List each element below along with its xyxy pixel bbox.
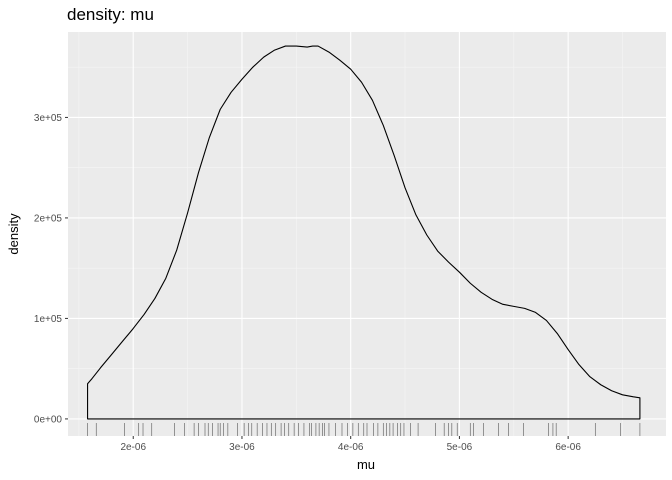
y-tick-label: 2e+05 — [34, 213, 63, 224]
tick-labels: 2e-06 3e-06 4e-06 5e-06 6e-06 0e+00 1e+05 2e+05… — [34, 113, 581, 453]
x-axis-title: mu — [357, 457, 375, 472]
x-tick-label: 3e-06 — [229, 442, 255, 453]
x-tick-label: 6e-06 — [555, 442, 581, 453]
density-curve — [87, 45, 641, 420]
y-tick-label: 3e+05 — [34, 113, 63, 124]
density-layer — [87, 45, 641, 420]
x-tick-label: 4e-06 — [338, 442, 364, 453]
rug-layer — [87, 423, 641, 436]
chart-title: density: mu — [67, 5, 154, 24]
minor-grid — [68, 32, 666, 436]
plot-panel — [68, 32, 666, 436]
axis-ticks — [65, 116, 569, 439]
x-tick-label: 2e-06 — [120, 442, 146, 453]
y-tick-label: 0e+00 — [34, 414, 63, 425]
y-tick-label: 1e+05 — [34, 314, 63, 325]
major-grid — [68, 32, 666, 436]
y-axis-title: density — [6, 213, 21, 255]
x-tick-label: 5e-06 — [447, 442, 473, 453]
